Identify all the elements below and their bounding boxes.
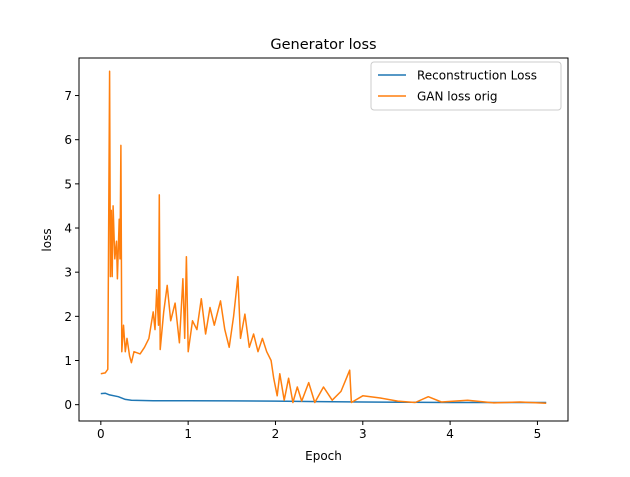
y-tick-label: 1: [64, 354, 72, 368]
series-line-reconstruction-loss: [100, 392, 547, 404]
legend: Reconstruction Loss GAN loss orig: [370, 61, 562, 111]
x-tick-label: 4: [446, 427, 454, 441]
y-tick-label: 6: [64, 133, 72, 147]
x-axis-label: Epoch: [305, 449, 342, 463]
y-tick-label: 4: [64, 222, 72, 236]
x-tick-label: 0: [97, 427, 105, 441]
x-tick-label: 2: [272, 427, 280, 441]
x-tick-label: 1: [184, 427, 192, 441]
legend-box: [370, 61, 562, 111]
legend-label-reconstruction-loss: Reconstruction Loss: [417, 69, 537, 83]
legend-label-gan-loss-orig: GAN loss orig: [417, 90, 498, 104]
y-tick-label: 0: [64, 398, 72, 412]
y-tick-label: 7: [64, 89, 72, 103]
y-tick-label: 5: [64, 177, 72, 191]
x-axis: 0 1 2 3 4 5: [97, 421, 541, 441]
series-line-gan-loss-orig: [100, 70, 547, 405]
axes-frame: [78, 57, 569, 422]
x-tick-label: 3: [359, 427, 367, 441]
y-tick-label: 3: [64, 266, 72, 280]
y-axis: 0 1 2 3 4 5 6 7: [64, 89, 79, 412]
chart-title: Generator loss: [270, 37, 376, 53]
plot-area: [100, 70, 547, 405]
y-axis-label: loss: [40, 228, 54, 251]
y-tick-label: 2: [64, 310, 72, 324]
x-tick-label: 5: [534, 427, 542, 441]
